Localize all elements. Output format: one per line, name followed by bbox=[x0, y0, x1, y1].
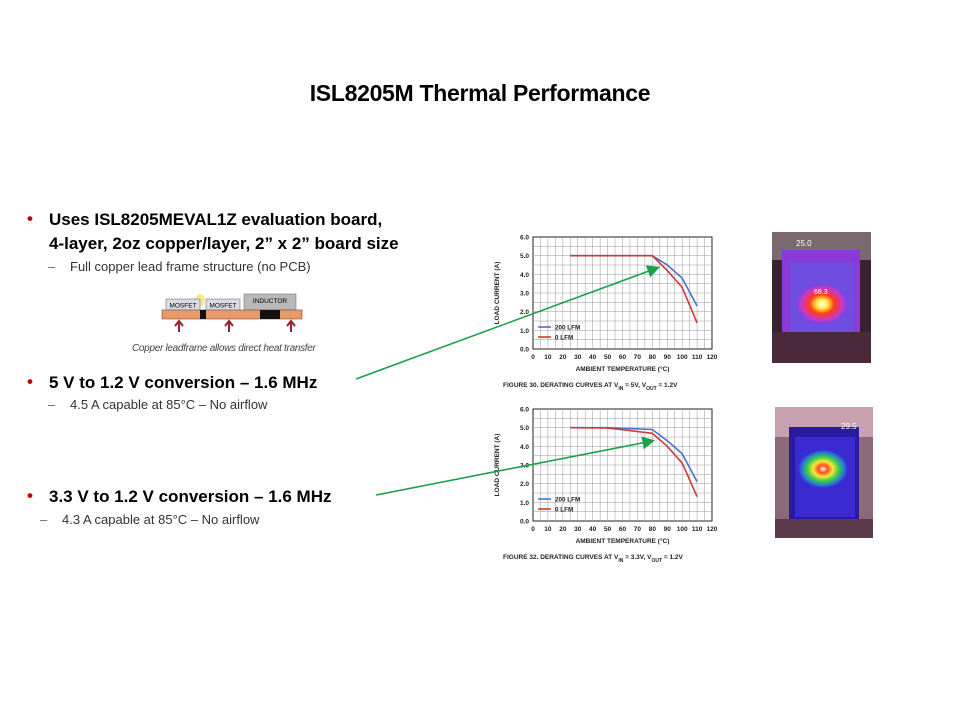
bullet-line: 5 V to 1.2 V conversion – 1.6 MHz bbox=[49, 373, 318, 392]
y-tick-label: 2.0 bbox=[520, 309, 529, 316]
x-tick-label: 0 bbox=[531, 354, 535, 361]
x-tick-label: 70 bbox=[634, 526, 642, 533]
mosfet-label-2: MOSFET bbox=[209, 303, 236, 310]
y-tick-label: 0.0 bbox=[520, 347, 529, 354]
x-axis-label: AMBIENT TEMPERATURE (°C) bbox=[576, 537, 670, 545]
bullet-line: 4-layer, 2oz copper/layer, 2” x 2” board… bbox=[49, 234, 399, 253]
x-tick-label: 120 bbox=[707, 354, 718, 361]
arrow-to-chart-5v bbox=[355, 265, 661, 380]
diagram-caption: Copper leadframe allows direct heat tran… bbox=[132, 343, 316, 354]
x-tick-label: 70 bbox=[634, 354, 642, 361]
sub-bullet-text: 4.3 A capable at 85°C – No airflow bbox=[62, 512, 260, 527]
x-tick-label: 30 bbox=[574, 526, 582, 533]
leadframe-gap bbox=[200, 310, 206, 319]
thermal-label-ambient: 25.0 bbox=[796, 239, 812, 248]
derating-chart-5v: 0 10 20 30 40 50 60 70 80 90 100 110 120 0.0 1.0 2.0 3.0… bbox=[494, 235, 718, 391]
sub-bullet-3v3-capability: –4.3 A capable at 85°C – No airflow bbox=[40, 512, 259, 527]
sub-dash: – bbox=[48, 259, 56, 274]
sub-bullet-leadframe: – Full copper lead frame structure (no PC… bbox=[48, 259, 311, 274]
x-tick-label: 60 bbox=[619, 354, 627, 361]
x-tick-label: 50 bbox=[604, 526, 612, 533]
y-tick-label: 1.0 bbox=[520, 328, 529, 335]
heat-arrow bbox=[286, 319, 296, 332]
bullet-marker: • bbox=[27, 486, 33, 505]
y-tick-label: 5.0 bbox=[520, 253, 529, 260]
bullet-3v3-conversion: • 3.3 V to 1.2 V conversion – 1.6 MHz bbox=[27, 485, 332, 509]
derating-chart-3v3: 01020304050607080901001101200.01.02.03.0… bbox=[494, 407, 718, 563]
thermal-label-hotspot: 68.3 bbox=[814, 289, 828, 296]
thermal-image-5v: 25.0 68.3 bbox=[772, 232, 871, 363]
x-tick-label: 50 bbox=[604, 354, 612, 361]
sub-bullet-5v-capability: –4.5 A capable at 85°C – No airflow bbox=[48, 397, 267, 412]
mosfet-label-1: MOSFET bbox=[169, 303, 196, 310]
x-tick-label: 120 bbox=[707, 526, 718, 533]
bullet-line: Uses ISL8205MEVAL1Z evaluation board, bbox=[49, 210, 383, 229]
heat-arrow bbox=[224, 319, 234, 332]
package-cross-section-diagram: MOSFET MOSFET INDUCTOR bbox=[161, 293, 303, 332]
y-axis-label: LOAD CURRENT (A) bbox=[494, 262, 501, 325]
bullet-line: 3.3 V to 1.2 V conversion – 1.6 MHz bbox=[49, 487, 332, 506]
series-line-0-lfm bbox=[570, 254, 698, 324]
y-tick-label: 4.0 bbox=[520, 272, 529, 279]
legend-label: 200 LFM bbox=[555, 496, 580, 503]
x-tick-label: 100 bbox=[677, 354, 688, 361]
legend-label: 0 LFM bbox=[555, 506, 573, 513]
series-line-0-lfm bbox=[570, 426, 698, 498]
x-tick-label: 60 bbox=[619, 526, 627, 533]
arrow-to-chart-3v3 bbox=[375, 436, 656, 496]
legend-label: 0 LFM bbox=[555, 334, 573, 341]
legend-label: 200 LFM bbox=[555, 324, 580, 331]
x-tick-label: 20 bbox=[559, 526, 567, 533]
x-tick-label: 40 bbox=[589, 354, 597, 361]
sub-bullet-text: Full copper lead frame structure (no PCB… bbox=[70, 259, 311, 274]
y-tick-label: 6.0 bbox=[520, 407, 529, 414]
sub-dash: – bbox=[48, 397, 56, 412]
leadframe bbox=[161, 309, 303, 320]
slide-title: ISL8205M Thermal Performance bbox=[309, 80, 651, 106]
x-tick-label: 20 bbox=[559, 354, 567, 361]
figure-caption: FIGURE 30. DERATING CURVES AT VIN = 5V, … bbox=[503, 382, 678, 390]
x-tick-label: 110 bbox=[692, 354, 703, 361]
x-tick-label: 80 bbox=[649, 354, 657, 361]
x-tick-label: 90 bbox=[664, 354, 672, 361]
inductor-label: INDUCTOR bbox=[253, 298, 287, 305]
sub-bullet-text: 4.5 A capable at 85°C – No airflow bbox=[70, 397, 268, 412]
y-tick-label: 3.0 bbox=[520, 291, 529, 298]
bullet-eval-board: • Uses ISL8205MEVAL1Z evaluation board, … bbox=[27, 208, 399, 256]
thermal-image-3v3: 29.5 bbox=[775, 407, 873, 538]
x-tick-label: 40 bbox=[589, 526, 597, 533]
x-tick-label: 10 bbox=[544, 526, 552, 533]
figure-caption: FIGURE 32. DERATING CURVES AT VIN = 3.3V… bbox=[503, 554, 683, 562]
sub-dash: – bbox=[40, 512, 48, 527]
x-tick-label: 0 bbox=[531, 526, 535, 533]
y-tick-label: 5.0 bbox=[520, 425, 529, 432]
x-tick-label: 110 bbox=[692, 526, 703, 533]
x-tick-label: 30 bbox=[574, 354, 582, 361]
x-tick-label: 10 bbox=[544, 354, 552, 361]
bullet-marker: • bbox=[27, 209, 33, 228]
x-axis-label: AMBIENT TEMPERATURE (°C) bbox=[576, 365, 670, 373]
y-tick-label: 2.0 bbox=[520, 481, 529, 488]
y-tick-label: 0.0 bbox=[520, 519, 529, 526]
x-tick-label: 90 bbox=[664, 526, 672, 533]
leadframe-gap bbox=[260, 310, 280, 319]
x-tick-label: 100 bbox=[677, 526, 688, 533]
y-tick-label: 1.0 bbox=[520, 500, 529, 507]
x-tick-label: 80 bbox=[649, 526, 657, 533]
bullet-marker: • bbox=[27, 372, 33, 391]
y-tick-label: 4.0 bbox=[520, 444, 529, 451]
bullet-5v-conversion: • 5 V to 1.2 V conversion – 1.6 MHz bbox=[27, 371, 318, 395]
y-tick-label: 6.0 bbox=[520, 235, 529, 242]
heat-arrow bbox=[174, 319, 184, 332]
thermal-label-ambient: 29.5 bbox=[841, 422, 857, 431]
y-axis-label: LOAD CURRENT (A) bbox=[494, 434, 501, 497]
